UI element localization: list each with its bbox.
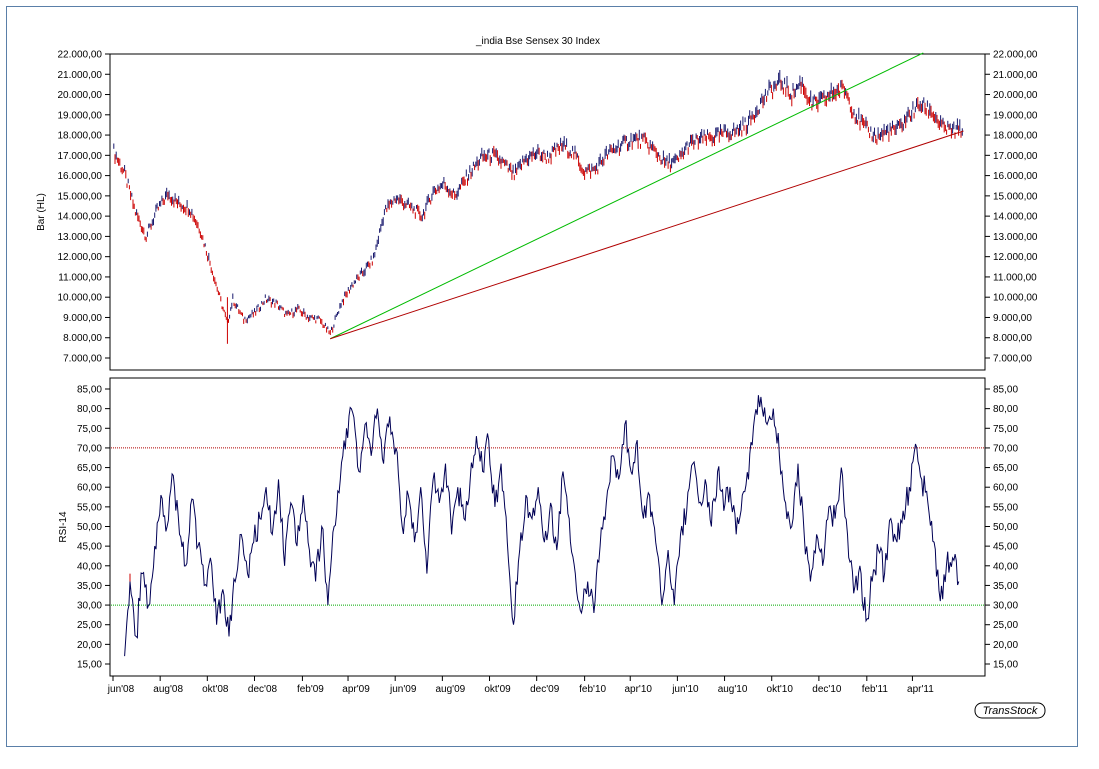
x-tick-label: apr'09	[342, 684, 370, 695]
price-tick-label-left: 16.000,00	[58, 171, 103, 182]
price-tick-label-right: 19.000,00	[993, 110, 1038, 121]
transstock-badge	[974, 702, 1046, 719]
price-tick-label-right: 16.000,00	[993, 171, 1038, 182]
rsi-axis-title: RSI-14	[58, 511, 69, 543]
price-tick-label-left: 20.000,00	[58, 90, 103, 101]
transstock-label: TransStock	[983, 705, 1038, 717]
rsi-tick-label-right: 60,00	[993, 483, 1018, 494]
rsi-tick-label-right: 85,00	[993, 385, 1018, 396]
rsi-panel	[109, 377, 986, 677]
rsi-tick-label-right: 45,00	[993, 542, 1018, 553]
rsi-tick-label-left: 20,00	[77, 640, 102, 651]
rsi-tick-label-right: 35,00	[993, 581, 1018, 592]
price-tick-label-right: 20.000,00	[993, 90, 1038, 101]
rsi-tick-label-left: 60,00	[77, 483, 102, 494]
x-tick-label: dec'10	[812, 684, 842, 695]
price-y-ticks: 7.000,00 7.000,00 8.000,00 8.000,00 9.000,00…	[58, 50, 1038, 365]
rsi-tick-label-left: 55,00	[77, 502, 102, 513]
rsi-tick-label-right: 80,00	[993, 404, 1018, 415]
x-tick-label: okt'08	[202, 684, 229, 695]
price-tick-label-left: 17.000,00	[58, 151, 103, 162]
price-tick-label-left: 12.000,00	[58, 252, 103, 263]
price-tick-label-left: 10.000,00	[58, 293, 103, 304]
rsi-tick-label-right: 75,00	[993, 424, 1018, 435]
rsi-tick-label-left: 85,00	[77, 385, 102, 396]
rsi-tick-label-right: 65,00	[993, 463, 1018, 474]
rsi-tick-label-right: 20,00	[993, 640, 1018, 651]
x-tick-label: apr'11	[907, 684, 934, 695]
price-panel	[109, 53, 986, 371]
x-tick-label: apr'10	[624, 684, 652, 695]
chart-window-frame	[6, 6, 1078, 747]
x-tick-label: jun'08	[107, 684, 135, 695]
rsi-tick-label-left: 40,00	[77, 561, 102, 572]
rsi-tick-label-left: 25,00	[77, 620, 102, 631]
price-tick-label-right: 17.000,00	[993, 151, 1038, 162]
x-tick-label: feb'09	[297, 684, 324, 695]
rsi-tick-label-left: 70,00	[77, 443, 102, 454]
price-tick-label-right: 11.000,00	[993, 272, 1037, 283]
price-tick-label-left: 22.000,00	[58, 50, 103, 61]
chart-title: _india Bse Sensex 30 Index	[475, 36, 600, 47]
x-tick-label: aug'10	[718, 684, 748, 695]
price-tick-label-left: 15.000,00	[58, 191, 103, 202]
rsi-series	[124, 395, 960, 657]
price-tick-label-left: 14.000,00	[58, 212, 103, 223]
rsi-tick-label-right: 70,00	[993, 443, 1018, 454]
rsi-tick-label-right: 30,00	[993, 601, 1018, 612]
price-tick-label-left: 7.000,00	[63, 354, 102, 365]
x-tick-label: feb'11	[862, 684, 889, 695]
x-tick-label: aug'08	[153, 684, 183, 695]
rsi-tick-label-left: 50,00	[77, 522, 102, 533]
x-tick-label: jun'10	[671, 684, 699, 695]
price-tick-label-right: 21.000,00	[993, 70, 1038, 81]
rsi-tick-label-left: 45,00	[77, 542, 102, 553]
price-tick-label-right: 12.000,00	[993, 252, 1038, 263]
rsi-reference-lines	[111, 447, 984, 606]
price-tick-label-right: 14.000,00	[993, 212, 1038, 223]
rsi-tick-label-right: 50,00	[993, 522, 1018, 533]
rsi-tick-label-left: 65,00	[77, 463, 102, 474]
rsi-tick-label-right: 25,00	[993, 620, 1018, 631]
price-tick-label-right: 13.000,00	[993, 232, 1038, 243]
rsi-line-path	[124, 395, 960, 657]
price-tick-label-left: 9.000,00	[63, 313, 102, 324]
price-tick-label-left: 18.000,00	[58, 131, 103, 142]
trendline-1	[330, 52, 924, 340]
price-tick-label-left: 19.000,00	[58, 110, 103, 121]
x-axis-ticks: jun'08 aug'08 okt'08 dec'08 feb'09 apr'09 jun'…	[107, 676, 934, 695]
x-tick-label: feb'10	[579, 684, 606, 695]
rsi-tick-label-right: 15,00	[993, 660, 1018, 671]
x-tick-label: aug'09	[435, 684, 465, 695]
price-tick-label-right: 18.000,00	[993, 131, 1038, 142]
rsi-tick-label-left: 80,00	[77, 404, 102, 415]
rsi-tick-label-left: 15,00	[77, 660, 102, 671]
price-tick-label-right: 7.000,00	[993, 354, 1032, 365]
price-tick-label-right: 22.000,00	[993, 50, 1038, 61]
price-tick-label-left: 8.000,00	[63, 333, 102, 344]
trendlines	[330, 52, 964, 340]
price-tick-label-right: 15.000,00	[993, 191, 1038, 202]
price-tick-label-left: 13.000,00	[58, 232, 103, 243]
x-tick-label: okt'09	[484, 684, 511, 695]
rsi-tick-label-left: 30,00	[77, 601, 102, 612]
x-tick-label: okt'10	[767, 684, 794, 695]
rsi-y-ticks: 15,00 15,00 20,00 20,00 25,00 25,00 30,00 30,00…	[77, 385, 1018, 671]
x-tick-label: dec'09	[530, 684, 560, 695]
rsi-tick-label-left: 35,00	[77, 581, 102, 592]
price-bars	[113, 70, 963, 344]
rsi-tick-label-left: 75,00	[77, 424, 102, 435]
trendline-2	[330, 130, 964, 340]
price-tick-label-left: 21.000,00	[58, 70, 103, 81]
x-tick-label: jun'09	[389, 684, 417, 695]
rsi-tick-label-right: 55,00	[993, 502, 1018, 513]
rsi-tick-label-right: 40,00	[993, 561, 1018, 572]
price-tick-label-left: 11.000,00	[58, 272, 102, 283]
price-tick-label-right: 10.000,00	[993, 293, 1038, 304]
x-tick-label: dec'08	[248, 684, 278, 695]
price-tick-label-right: 8.000,00	[993, 333, 1032, 344]
price-axis-title: Bar (HL)	[36, 193, 47, 231]
price-tick-label-right: 9.000,00	[993, 313, 1032, 324]
